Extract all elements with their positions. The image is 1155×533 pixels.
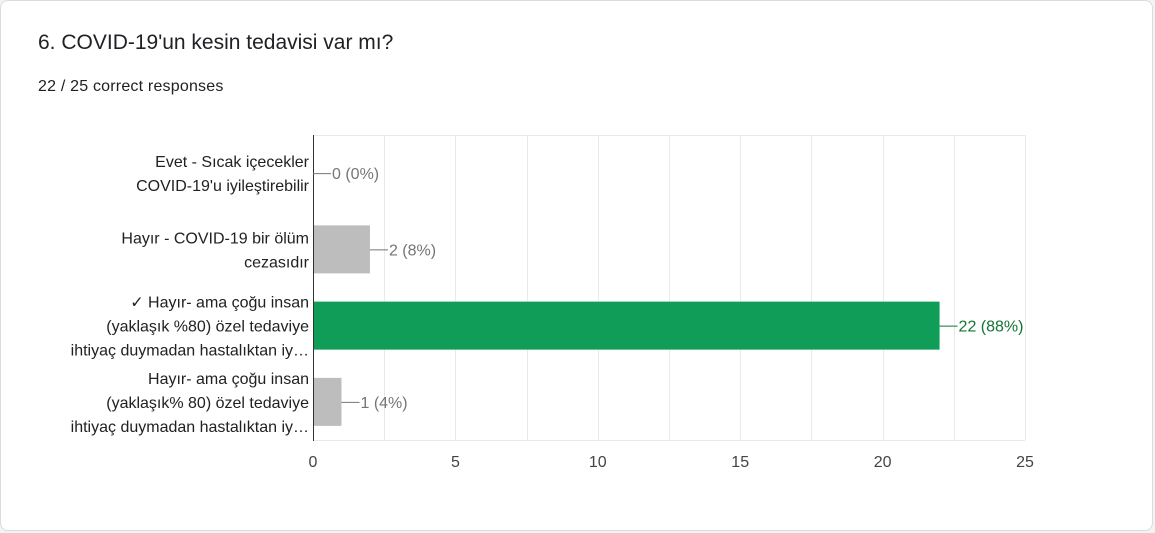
value-label: 22 (88%) [959, 319, 1024, 336]
category-label-line: cezasıdır [244, 254, 310, 271]
x-tick-label: 0 [309, 454, 318, 471]
correct-responses-summary: 22 / 25 correct responses [38, 78, 224, 95]
question-title: 6. COVID-19'un kesin tedavisi var mı? [38, 31, 394, 54]
category-label-line: COVID-19'u iyileştirebilir [136, 178, 310, 195]
category-label: Hayır - COVID-19 bir ölüm cezasıdır [121, 230, 309, 271]
bars [313, 225, 940, 426]
value-label: 2 (8%) [389, 242, 436, 259]
category-label-line: Evet - Sıcak içecekler [155, 154, 310, 171]
category-label-line: ✓ Hayır- ama çoğu insan [130, 295, 309, 312]
x-tick-label: 5 [451, 454, 460, 471]
category-label-line: ihtiyaç duymadan hastalıktan iy… [71, 343, 309, 360]
category-label-line: Hayır- ama çoğu insan [148, 371, 309, 388]
x-tick-label: 15 [731, 454, 749, 471]
value-label: 1 (4%) [360, 395, 407, 412]
category-label-line: (yaklaşık% 80) özel tedaviye [106, 395, 309, 412]
gridlines [313, 135, 1026, 441]
x-tick-label: 10 [589, 454, 607, 471]
bar [313, 301, 940, 350]
category-label: Evet - Sıcak içecekler COVID-19'u iyileşt… [136, 154, 310, 195]
category-label-line: ihtiyaç duymadan hastalıktan iy… [71, 419, 309, 436]
category-label-line: (yaklaşık %80) özel tedaviye [106, 319, 309, 336]
value-label: 0 (0%) [332, 166, 379, 183]
category-label-line: Hayır - COVID-19 bir ölüm [121, 230, 309, 247]
bar [313, 377, 342, 426]
bar [313, 225, 370, 274]
x-tick-label: 20 [874, 454, 892, 471]
category-label: Hayır- ama çoğu insan (yaklaşık% 80) özel… [71, 371, 309, 436]
labels: 0 5 10 15 20 25 0 (0%) Evet - Sıcak içecekler CO… [71, 154, 1034, 471]
x-tick-label: 25 [1016, 454, 1034, 471]
category-label: ✓ Hayır- ama çoğu insan (yaklaşık %80) öz… [71, 295, 309, 360]
